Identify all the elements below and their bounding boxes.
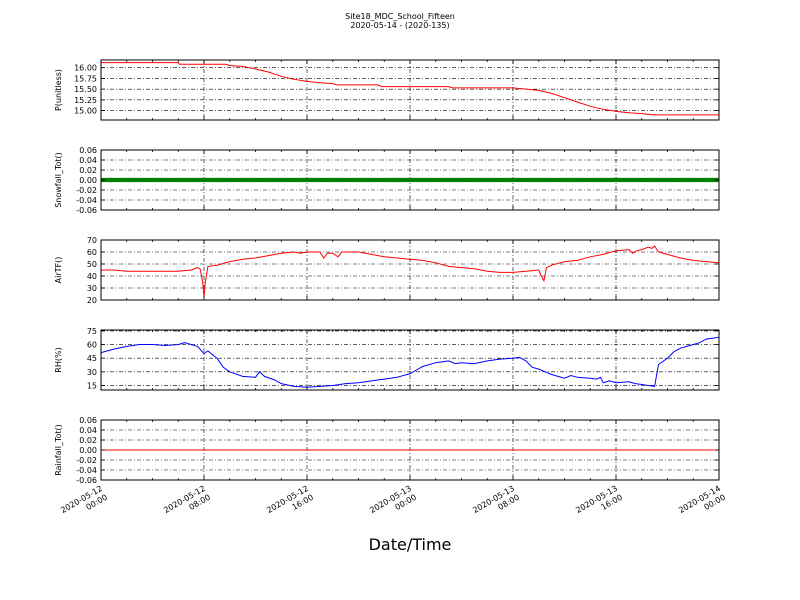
y-tick-label: -0.02 <box>76 186 97 195</box>
panel-4: 15 30 45 60 75 RH(%) <box>54 327 720 391</box>
panel-5: -0.06-0.04-0.020.000.020.040.06 Rainfall_… <box>54 416 720 485</box>
y-tick-label: 16.00 <box>74 64 97 73</box>
series-group <box>101 245 719 298</box>
y-tick-label: 30 <box>87 368 97 377</box>
y-tick-label: -0.06 <box>76 206 97 215</box>
series-group <box>101 62 719 116</box>
y-tick-label: 30 <box>87 284 97 293</box>
x-tick-label: 2020-05-1216:00 <box>265 484 315 524</box>
y-axis-label: AirTF() <box>54 257 63 284</box>
series-line <box>101 336 719 388</box>
y-tick-label: 50 <box>87 260 97 269</box>
y-tick-label: 15.75 <box>74 74 97 83</box>
x-tick-labels: 2020-05-1200:00 2020-05-1208:00 2020-05-12… <box>59 484 727 524</box>
y-axis-label: Rainfall_Tot() <box>54 424 63 476</box>
y-tick-label: 0.04 <box>79 426 97 435</box>
y-tick-label: 0.04 <box>79 156 97 165</box>
x-axis-label: Date/Time <box>369 535 452 554</box>
y-axis-label: P(unitless) <box>54 69 63 111</box>
x-tick-label: 2020-05-1316:00 <box>574 484 624 524</box>
y-tick-label: -0.04 <box>76 196 97 205</box>
y-tick-label: 0.06 <box>79 416 97 425</box>
x-tick-label: 2020-05-1400:00 <box>677 484 727 524</box>
x-tick-label: 2020-05-1208:00 <box>162 484 212 524</box>
y-tick-label: 0.00 <box>79 446 97 455</box>
y-tick-label: -0.06 <box>76 476 97 485</box>
y-tick-label: 15.50 <box>74 85 97 94</box>
y-tick-label: 60 <box>87 248 97 257</box>
y-tick-label: 60 <box>87 341 97 350</box>
y-tick-label: 0.06 <box>79 146 97 155</box>
figure-title: Site18_MDC_School_Fifteen <box>345 12 455 21</box>
y-tick-label: 15.00 <box>74 107 97 116</box>
series-group <box>101 336 719 388</box>
y-axis-label: RH(%) <box>54 347 63 372</box>
y-tick-label: 15 <box>87 381 97 390</box>
y-tick-label: 15.25 <box>74 96 97 105</box>
series-line <box>101 62 719 116</box>
series-group <box>101 177 719 183</box>
y-tick-label: -0.04 <box>76 466 97 475</box>
y-tick-label: 45 <box>87 354 97 363</box>
y-tick-label: 20 <box>87 296 97 305</box>
y-tick-label: 70 <box>87 236 97 245</box>
y-axis-label: Snowfall_Tot() <box>54 152 63 208</box>
y-tick-label: 0.00 <box>79 176 97 185</box>
panel-3: 20 30 40 50 60 70 AirTF() <box>54 236 720 305</box>
figure-subtitle: 2020-05-14 - (2020-135) <box>350 21 449 30</box>
y-tick-label: 75 <box>87 327 97 336</box>
x-tick-label: 2020-05-1308:00 <box>471 484 521 524</box>
x-tick-label: 2020-05-1300:00 <box>368 484 418 524</box>
x-tick-label: 2020-05-1200:00 <box>59 484 109 524</box>
y-tick-label: 40 <box>87 272 97 281</box>
y-tick-label: 0.02 <box>79 166 97 175</box>
series-line <box>101 245 719 298</box>
y-tick-label: 0.02 <box>79 436 97 445</box>
y-tick-label: -0.02 <box>76 456 97 465</box>
panel-2: -0.06-0.04-0.020.000.020.040.06 Snowfall_… <box>54 146 720 215</box>
